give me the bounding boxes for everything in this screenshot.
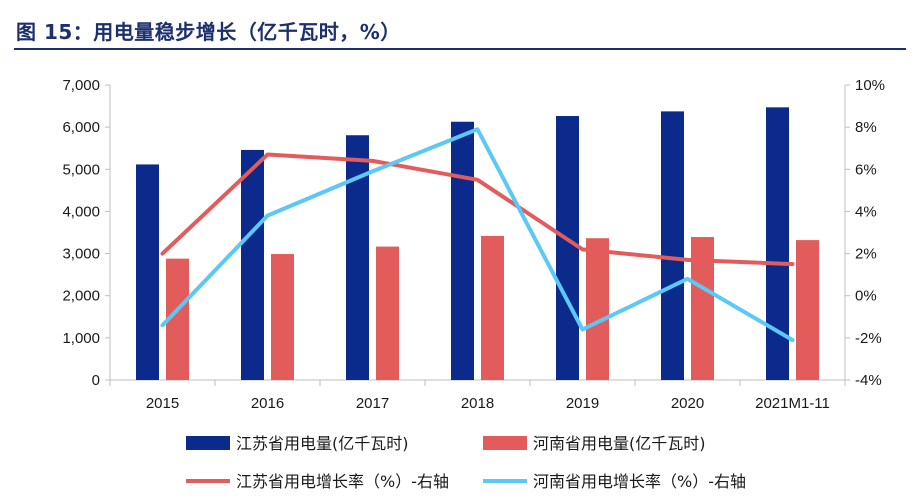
bar-jiangsu: [661, 111, 684, 380]
bar-henan: [271, 254, 294, 380]
y-tick-label-left: 6,000: [62, 119, 100, 136]
lines: [160, 127, 795, 342]
bars: [136, 107, 819, 381]
y-tick-label-left: 7,000: [62, 77, 100, 94]
title-underline: [14, 48, 906, 50]
y-tick-label-right: -2%: [855, 330, 882, 347]
chart-title: 图 15：用电量稳步增长（亿千瓦时，%）: [16, 20, 401, 44]
y-tick-label-right: 0%: [855, 288, 877, 305]
x-tick-label: 2019: [566, 395, 599, 412]
legend-label: 江苏省用电增长率（%）-右轴: [236, 472, 449, 491]
bar-henan: [691, 237, 714, 380]
x-tick-label: 2018: [461, 395, 494, 412]
bar-jiangsu: [346, 135, 369, 380]
y-tick-label-left: 2,000: [62, 288, 100, 305]
bar-henan: [796, 240, 819, 380]
bar-jiangsu: [556, 116, 579, 380]
y-tick-label-right: 6%: [855, 161, 877, 178]
bar-jiangsu: [136, 164, 159, 380]
x-tick-label: 2017: [356, 395, 389, 412]
x-tick-label: 2020: [671, 395, 704, 412]
line-henan-growth: [160, 127, 795, 342]
y-tick-label-left: 3,000: [62, 246, 100, 263]
axes: 0 1,000 2,000 3,000 4,000 5,000 6,000 7,000 -4% -…: [62, 77, 885, 412]
legend-label: 河南省用电量(亿千瓦时): [533, 434, 706, 453]
bar-henan: [481, 235, 504, 380]
y-tick-label-left: 5,000: [62, 161, 100, 178]
bar-henan: [166, 258, 189, 380]
legend-swatch: [483, 436, 527, 450]
legend-label: 江苏省用电量(亿千瓦时): [236, 434, 409, 453]
y-tick-label-right: 10%: [855, 77, 885, 94]
y-tick-label-right: -4%: [855, 372, 882, 389]
y-tick-label-left: 4,000: [62, 203, 100, 220]
y-tick-label-right: 4%: [855, 203, 877, 220]
y-tick-label-left: 0: [92, 372, 100, 389]
bar-henan: [586, 238, 609, 380]
legend: 江苏省用电量(亿千瓦时) 河南省用电量(亿千瓦时) 江苏省用电增长率（%）-右轴 河南…: [186, 434, 746, 491]
y-tick-label-right: 2%: [855, 246, 877, 263]
y-tick-label-left: 1,000: [62, 330, 100, 347]
x-tick-label: 2021M1-11: [755, 395, 830, 412]
line-jiangsu-growth: [160, 152, 795, 267]
x-tick-label: 2015: [146, 395, 179, 412]
legend-swatch: [186, 436, 230, 450]
bar-jiangsu: [241, 149, 264, 380]
legend-label: 河南省用电增长率（%）-右轴: [533, 472, 746, 491]
bar-jiangsu: [451, 121, 474, 381]
bar-jiangsu: [766, 107, 789, 380]
y-tick-label-right: 8%: [855, 119, 877, 136]
x-tick-label: 2016: [251, 395, 284, 412]
bar-henan: [376, 246, 399, 380]
